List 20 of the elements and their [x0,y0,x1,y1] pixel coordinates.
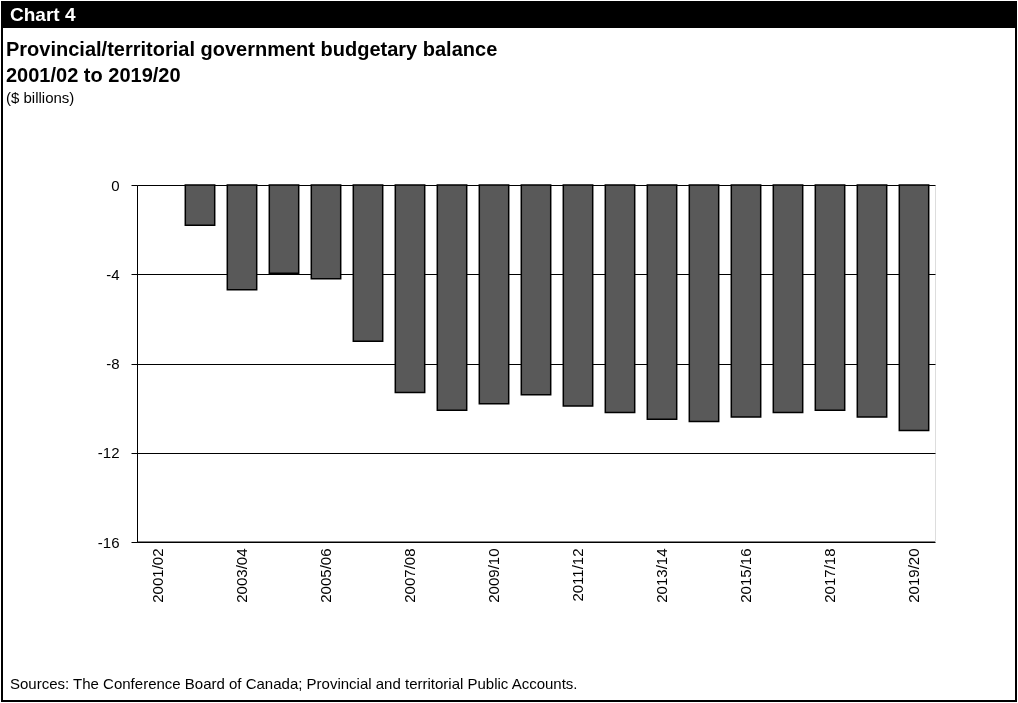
source-note: Sources: The Conference Board of Canada; Provincial and territorial Public Accounts. [10,675,578,692]
x-tick-label: 2003/04 [233,548,250,603]
y-axis-title: ($ billions) [6,89,75,106]
x-tick-label: 2009/10 [485,548,502,603]
y-tick-label: -8 [106,355,120,372]
x-tick-label: 2005/06 [317,548,334,603]
caption: Chart 4 [10,4,76,25]
y-tick-label: -4 [106,265,120,283]
x-tick-label: 2001/02 [149,548,166,603]
chart-subtitle: 2001/02 to 2019/20 [6,64,181,86]
x-tick-label: 2015/16 [737,548,754,603]
chart-title: Provincial/territorial government budgetary balance [6,38,498,60]
y-tick-label: -12 [97,444,120,462]
x-tick-label: 2017/18 [821,548,838,603]
x-tick-label: 2019/20 [905,548,922,603]
y-tick-label: 0 [111,176,120,194]
x-tick-label: 2013/14 [653,548,670,603]
x-tick-label: 2011/12 [569,548,586,602]
y-tick-label: -16 [97,533,120,551]
x-tick-label: 2007/08 [401,548,418,603]
